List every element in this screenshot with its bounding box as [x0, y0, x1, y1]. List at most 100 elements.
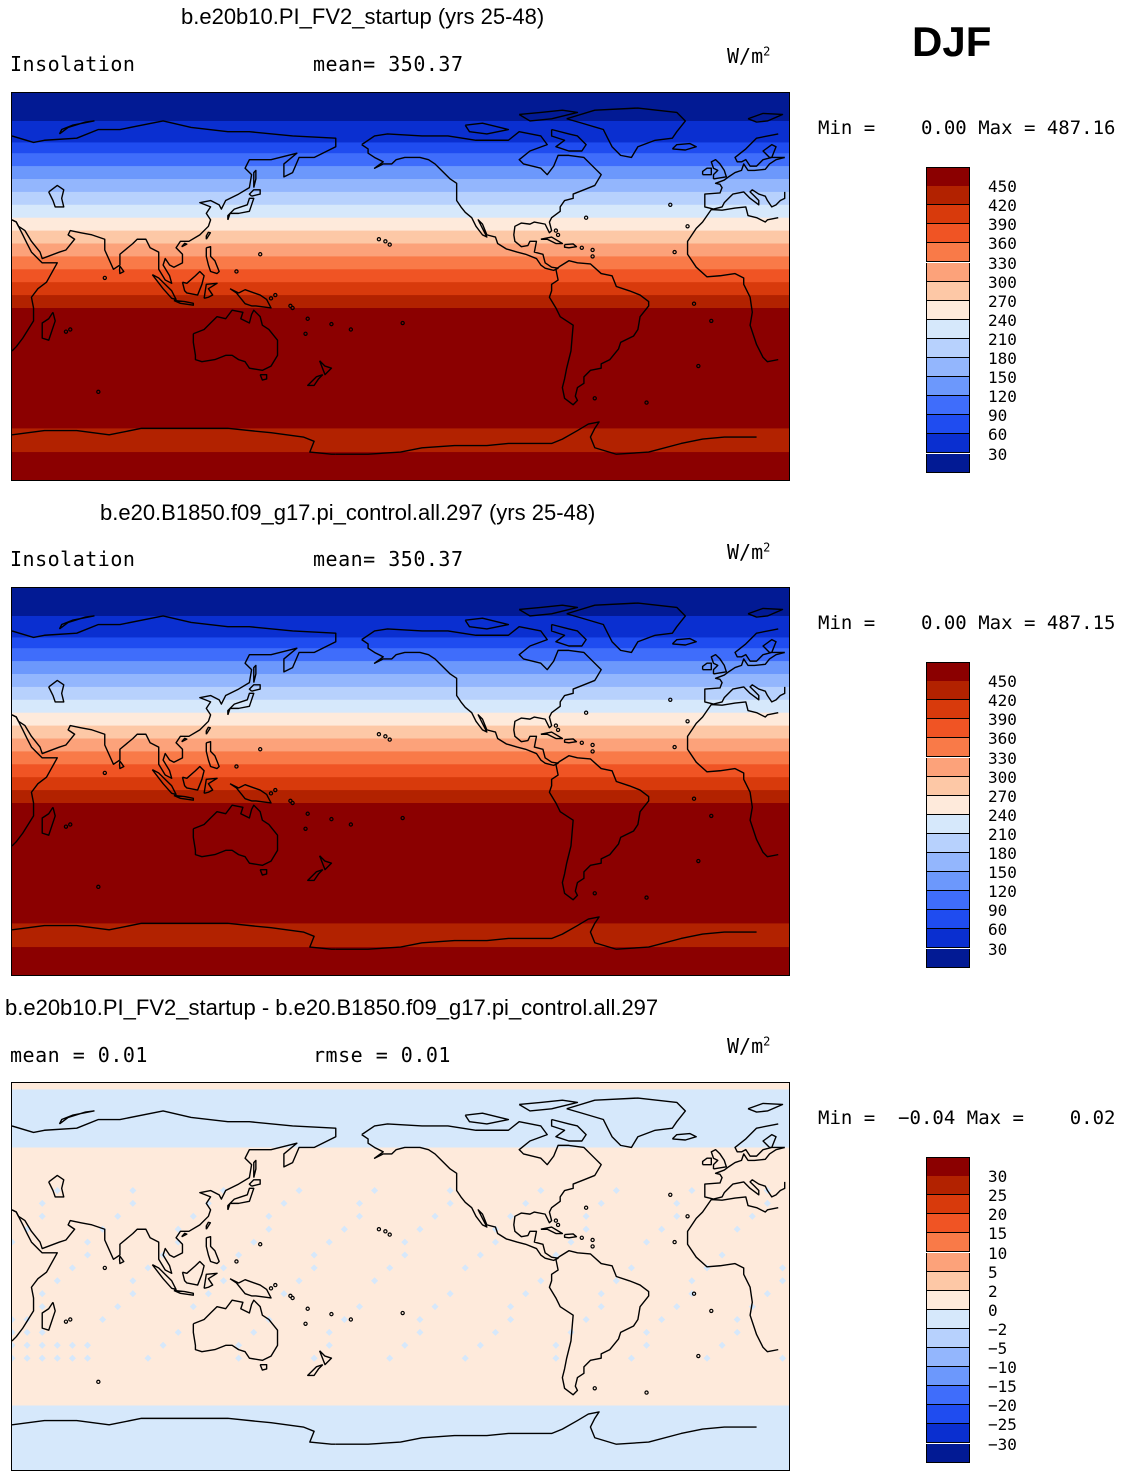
- island: [234, 1259, 239, 1264]
- island: [691, 1291, 697, 1296]
- coastline: [205, 231, 212, 240]
- contour-band: [12, 661, 789, 675]
- speckle-cell: [310, 1251, 318, 1259]
- colorbar-tick-label: −10: [988, 1358, 1017, 1378]
- speckle-cell: [537, 1186, 545, 1195]
- coastline: [41, 806, 56, 836]
- colorbar-tick-label: −20: [988, 1396, 1017, 1416]
- colorbar-box: [926, 186, 970, 206]
- speckle-cell: [688, 1186, 696, 1195]
- coastline: [12, 1209, 58, 1342]
- island: [303, 331, 308, 336]
- coastline: [318, 360, 333, 376]
- speckle-cell: [552, 1380, 560, 1388]
- coastline: [464, 617, 510, 630]
- speckle-cell: [38, 1380, 46, 1388]
- speckle-cell: [235, 1380, 243, 1388]
- colorbar-tick-label: 30: [988, 1167, 1008, 1187]
- coastline: [540, 236, 564, 245]
- speckle-cell: [159, 1380, 167, 1388]
- coastline: [205, 1221, 212, 1230]
- contour-band: [12, 947, 789, 975]
- speckle-cell: [522, 1393, 530, 1401]
- colorbar-tick-label: 180: [988, 349, 1017, 368]
- island: [579, 245, 584, 250]
- coastline: [361, 626, 602, 767]
- colorbar-tick-label: 390: [988, 710, 1017, 730]
- colorbar-tick-label: −5: [988, 1339, 1008, 1358]
- coastline: [253, 169, 257, 188]
- coastline: [259, 868, 268, 876]
- coastline: [229, 1278, 272, 1299]
- island: [644, 1390, 649, 1395]
- colorbar-tick-label: 90: [988, 406, 1008, 426]
- coastline: [701, 1157, 712, 1166]
- coastline: [181, 737, 188, 743]
- island: [668, 202, 673, 207]
- speckle-cell: [643, 1380, 651, 1388]
- coastline: [464, 122, 510, 135]
- speckle-cell: [733, 1328, 741, 1336]
- colorbar-tick-label: 330: [988, 748, 1017, 768]
- island: [288, 1293, 293, 1299]
- colorbar-tick-label: 240: [988, 805, 1017, 825]
- colorbar-tick-label: 240: [988, 310, 1017, 330]
- speckle-cell: [658, 1315, 666, 1324]
- panel-title: b.e20b10.PI_FV2_startup - b.e20.B1850.f0…: [5, 995, 659, 1020]
- colorbar-box: [926, 795, 970, 815]
- coastline: [361, 131, 602, 272]
- speckle-cell: [235, 1251, 243, 1259]
- coastline: [550, 1118, 587, 1142]
- speckle-cell: [748, 1393, 756, 1401]
- island: [102, 770, 108, 776]
- contour-band: [12, 93, 789, 122]
- coastline: [259, 1363, 268, 1371]
- island: [329, 1311, 334, 1317]
- coastline: [747, 1102, 784, 1113]
- island: [68, 822, 73, 827]
- island: [590, 254, 595, 259]
- colorbar-tick-label: 60: [988, 920, 1008, 940]
- contour-band: [12, 166, 789, 180]
- coastline-layer: [12, 107, 789, 480]
- speckle-cell: [280, 1199, 288, 1207]
- speckle-cell: [582, 1315, 590, 1324]
- coastline: [671, 142, 697, 151]
- island: [583, 710, 589, 715]
- colorbar-box: [926, 700, 970, 720]
- island: [387, 1232, 392, 1237]
- island: [709, 813, 714, 819]
- speckle-cell: [778, 1264, 787, 1272]
- speckle-cell: [552, 1393, 560, 1401]
- speckle-cell: [280, 1380, 288, 1388]
- island: [63, 824, 69, 829]
- coastline: [41, 1301, 56, 1331]
- island: [685, 1214, 690, 1219]
- coastline: [12, 120, 337, 285]
- island: [376, 732, 382, 737]
- speckle-cell: [522, 1199, 530, 1207]
- island: [383, 734, 388, 739]
- speckle-cell: [431, 1393, 439, 1401]
- speckle-cell: [597, 1393, 605, 1401]
- island: [305, 811, 310, 816]
- island: [234, 764, 239, 769]
- colorbar-tick-label: 60: [988, 425, 1008, 445]
- coastline: [701, 662, 712, 671]
- coastline: [12, 917, 757, 949]
- coastline: [58, 615, 95, 630]
- island: [592, 396, 597, 401]
- colorbar-tick-label: 5: [988, 1262, 998, 1282]
- contour-band: [12, 588, 789, 617]
- contour-band: [12, 452, 789, 480]
- speckle-cell: [552, 1367, 560, 1375]
- coastline: [12, 1147, 785, 1199]
- panel-title: b.e20.B1850.f09_g17.pi_control.all.297 (…: [100, 500, 596, 525]
- colorbar-box: [926, 1290, 970, 1310]
- colorbar-tick-label: 360: [988, 234, 1017, 254]
- coastline: [12, 422, 757, 454]
- speckle-cell: [446, 1199, 454, 1207]
- min-max-text: Min = 0.00 Max = 487.16: [818, 117, 1116, 139]
- coastline: [173, 1289, 195, 1296]
- colorbar-tick-label: −30: [988, 1434, 1017, 1454]
